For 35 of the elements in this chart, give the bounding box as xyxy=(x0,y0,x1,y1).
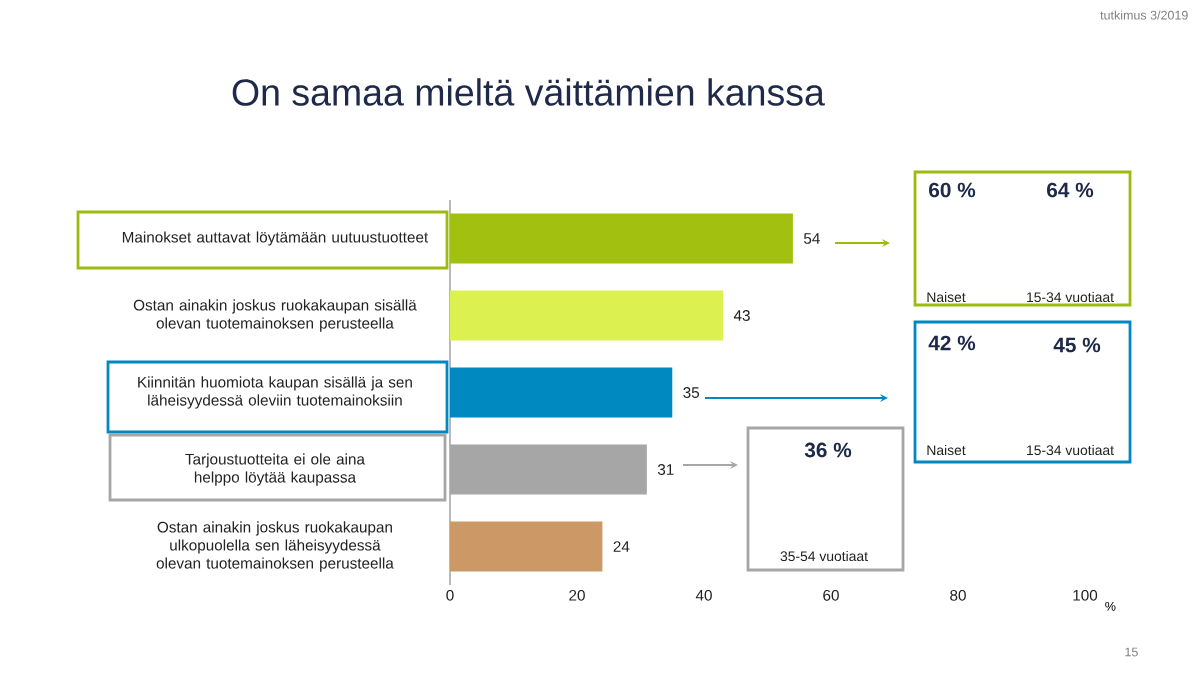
annotation: 15-34 vuotiaat xyxy=(1027,444,1114,456)
data-label: 43 xyxy=(733,310,750,321)
y-tick-label: Kiinnitän huomiota kaupan sisällä ja sen läheisyydessä oleviin tuotemainoksiin xyxy=(138,376,412,409)
x-tick-label: 100 xyxy=(1073,589,1098,601)
annotation: Naiset xyxy=(927,444,966,456)
annotation: 45 % xyxy=(1053,337,1101,353)
x-tick-label: 0 xyxy=(446,589,454,601)
y-tick-label: Mainokset auttavat löytämään uutuustuotteet xyxy=(122,231,429,246)
annotation: 36 % xyxy=(804,442,852,458)
x-tick-label: 60 xyxy=(823,589,839,601)
x-tick-label: 40 xyxy=(695,589,712,601)
y-tick-label: Tarjoustuotteita ei ole aina helppo löytää kaupassa xyxy=(185,453,365,486)
text: 64 % xyxy=(1047,182,1094,198)
bar xyxy=(450,213,793,264)
x-tick-label: 80 xyxy=(950,589,966,601)
x-tick-label: 20 xyxy=(569,589,585,601)
data-label: 31 xyxy=(657,464,674,475)
y-tick-label: Ostan ainakin joskus ruokakaupan sisällä olevan tuotemainoksen perusteella xyxy=(133,299,417,332)
annotation: Naiset xyxy=(927,291,966,303)
y-tick-label: Ostan ainakin joskus ruokakaupan ulkopuolella sen läheisyydessä olevan tuotemainoksen perusteella xyxy=(156,521,394,572)
text: 60 % xyxy=(929,182,976,198)
data-label: 24 xyxy=(613,541,630,552)
bar xyxy=(450,521,603,572)
bar xyxy=(450,444,647,495)
annotation: 15-34 vuotiaat xyxy=(1027,291,1114,303)
annotation: 35-54 vuotiaat xyxy=(780,550,868,562)
annotation: 42 % xyxy=(928,335,976,351)
data-label: 54 xyxy=(803,233,820,244)
text: 15 xyxy=(1125,647,1138,657)
text: tutkimus 3/2019 xyxy=(1100,10,1188,20)
chart-title: On samaa mieltä väittämien kanssa xyxy=(232,78,825,106)
data-label: 35 xyxy=(683,387,700,398)
x-axis-title: % xyxy=(1105,601,1116,611)
bar xyxy=(450,367,673,418)
bar xyxy=(450,290,724,341)
